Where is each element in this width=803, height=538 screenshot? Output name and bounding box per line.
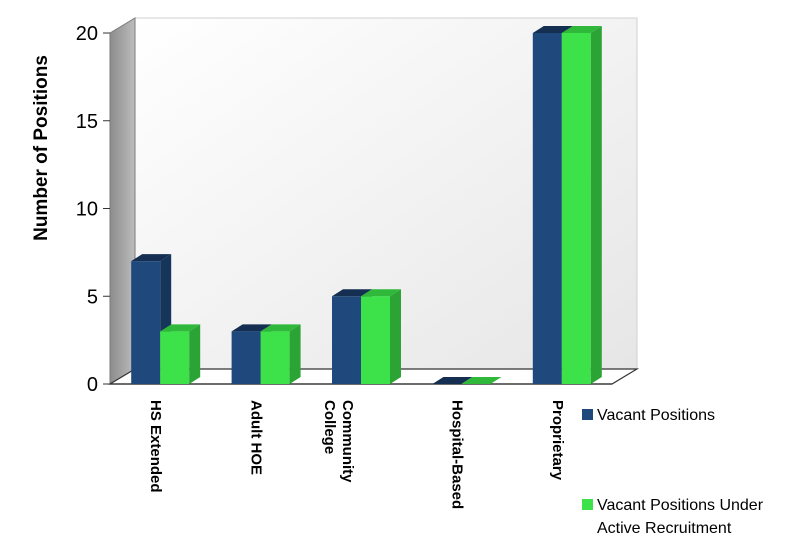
x-tick-label-line: Community <box>339 400 356 483</box>
x-tick-label-0: HS Extended <box>147 400 164 493</box>
bar-top <box>561 26 602 33</box>
bar-hospital-based-series-2 <box>461 377 502 384</box>
bar-top <box>361 289 401 297</box>
x-tick-label-line: College <box>321 400 338 454</box>
bar-top <box>160 324 201 332</box>
bar-hospital-based-series-1 <box>432 377 473 384</box>
bar-top <box>332 289 372 297</box>
bars <box>131 26 602 384</box>
bar-side <box>390 289 401 384</box>
bar-top <box>432 377 473 384</box>
bar-side <box>289 324 301 384</box>
legend-label-vacant-positions: Vacant Positions <box>597 407 715 424</box>
bar-front <box>361 296 390 384</box>
y-tick-label: 15 <box>76 111 98 133</box>
bar-top <box>260 324 301 332</box>
x-tick-label-3: Hospital-Based <box>448 400 465 509</box>
y-axis-label: Number of Positions <box>31 55 52 241</box>
bar-proprietary-series-2 <box>561 26 602 384</box>
bar-side <box>189 324 201 384</box>
x-tick-label-1: Adult HOE <box>248 400 265 475</box>
bar-top <box>461 377 502 384</box>
bar-community-college-series-2 <box>361 289 401 384</box>
y-axis: 0 5 10 15 20 <box>76 23 110 396</box>
y-tick-label: 5 <box>87 286 98 308</box>
legend-swatch-vacant-positions <box>582 409 593 420</box>
y-tick-label: 0 <box>87 374 98 396</box>
x-tick-label-4: Proprietary <box>549 400 566 481</box>
bar-top <box>532 26 573 33</box>
bar-front <box>131 261 161 384</box>
bar-side <box>590 26 602 384</box>
bar-top <box>231 324 272 332</box>
legend-label-line-1: Vacant Positions Under <box>597 497 764 514</box>
bar-top <box>131 254 172 262</box>
bar-front <box>532 33 562 384</box>
bar-front <box>561 33 591 384</box>
bar-adult-hoe-series-2 <box>260 324 301 384</box>
legend: Vacant Positions Vacant Positions Under … <box>582 407 767 537</box>
x-tick-label-2: CommunityCollege <box>321 400 356 483</box>
bar-front <box>160 331 190 384</box>
legend-label-line-2: Active Recruitment <box>597 520 732 537</box>
bar-front <box>260 331 290 384</box>
bar-hs-extended-series-2 <box>160 324 201 384</box>
x-axis: HS Extended Adult HOE CommunityCollege Hosp… <box>147 400 566 509</box>
y-tick-label: 20 <box>76 23 98 45</box>
bar-front <box>332 296 361 384</box>
y-tick-label: 10 <box>76 199 98 221</box>
legend-swatch-under-recruitment <box>582 499 593 510</box>
legend-label-under-recruitment: Vacant Positions Under Active Recruitmen… <box>597 497 767 537</box>
bar-front <box>231 331 261 384</box>
